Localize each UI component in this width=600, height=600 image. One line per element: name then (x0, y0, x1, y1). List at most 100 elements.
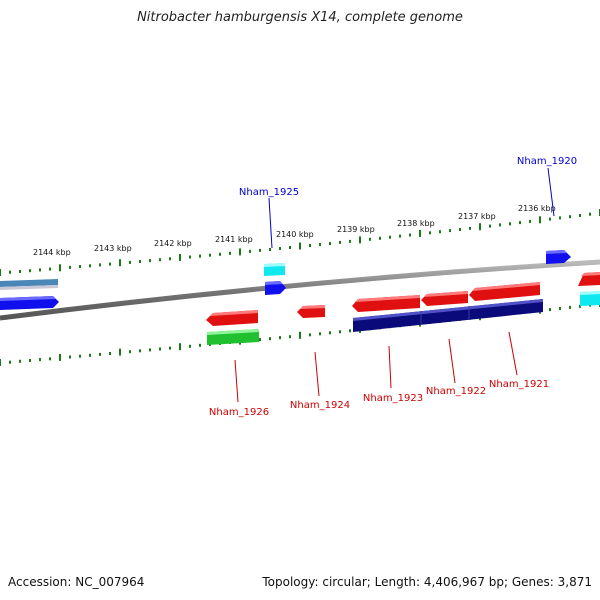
lower-minor-tick (309, 333, 311, 337)
lower-minor-tick (169, 346, 171, 350)
lower-minor-tick (559, 307, 561, 310)
upper-minor-tick (569, 215, 571, 219)
lower-major-tick (179, 343, 181, 351)
gene-label-nham-1923[interactable]: Nham_1923 (363, 393, 423, 404)
gene-nham-1926-arrow[interactable] (206, 310, 258, 326)
upper-minor-tick (469, 226, 471, 230)
upper-minor-tick (209, 253, 211, 257)
leader-nham-1926 (234, 359, 239, 403)
lower-minor-tick (199, 343, 201, 347)
upper-major-tick (539, 216, 541, 224)
upper-major-tick (179, 253, 181, 261)
tick-label-2136: 2136 kbp (518, 204, 556, 213)
upper-minor-tick (269, 248, 271, 251)
upper-major-tick (299, 242, 301, 250)
gene-label-nham-1921[interactable]: Nham_1921 (489, 379, 549, 390)
upper-minor-tick (39, 268, 41, 272)
leader-nham-1921 (508, 331, 518, 376)
leader-nham-1925 (268, 197, 273, 249)
lower-minor-tick (569, 305, 571, 309)
gene-label-nham-1925[interactable]: Nham_1925 (239, 187, 299, 198)
gene-label-nham-1922[interactable]: Nham_1922 (426, 386, 486, 397)
upper-minor-tick (379, 236, 381, 240)
upper-major-tick (419, 229, 421, 237)
lower-minor-tick (269, 337, 271, 341)
tick-label-2143: 2143 kbp (94, 244, 132, 253)
lower-minor-tick (39, 358, 41, 362)
upper-minor-tick (19, 270, 21, 273)
tick-label-2138: 2138 kbp (397, 219, 435, 228)
lower-minor-tick (279, 336, 281, 340)
upper-minor-tick (69, 265, 71, 269)
upper-minor-tick (439, 230, 441, 234)
lower-major-tick (0, 359, 1, 366)
leader-nham-1924 (314, 351, 320, 397)
lower-minor-tick (289, 335, 291, 339)
upper-minor-tick (139, 260, 141, 263)
leader-nham-1920 (547, 167, 555, 217)
upper-minor-tick (279, 247, 281, 250)
lower-minor-tick (79, 354, 81, 358)
gene-labels: Nham_1920 Nham_1921 Nham_1922 Nham_1923 … (209, 156, 577, 418)
lower-minor-tick (319, 332, 321, 336)
gene-nham-1923-arrow[interactable] (352, 295, 420, 312)
upper-minor-tick (199, 254, 201, 258)
tick-label-2139: 2139 kbp (337, 225, 375, 234)
upper-minor-tick (339, 240, 341, 244)
upper-minor-tick (549, 217, 551, 221)
lower-minor-tick (349, 329, 351, 333)
genome-backbone (0, 259, 600, 321)
accession-label: Accession: NC_007964 (8, 575, 145, 589)
upper-minor-tick (29, 269, 31, 273)
upper-minor-tick (389, 235, 391, 239)
feature-green-1926 (207, 329, 259, 345)
upper-minor-tick (229, 251, 231, 255)
lower-minor-tick (49, 357, 51, 361)
upper-minor-tick (559, 216, 561, 220)
upper-minor-tick (349, 239, 351, 243)
gene-label-nham-1920[interactable]: Nham_1920 (517, 156, 577, 167)
lower-major-tick (59, 353, 61, 361)
map-title: Nitrobacter hamburgensis X14, complete g… (137, 10, 463, 25)
gene-label-nham-1926[interactable]: Nham_1926 (209, 407, 269, 418)
upper-minor-tick (149, 259, 151, 263)
upper-minor-tick (369, 237, 371, 241)
upper-minor-tick (409, 233, 411, 237)
upper-minor-tick (449, 229, 451, 233)
gene-nham-1920-arrow[interactable] (546, 250, 571, 264)
upper-minor-tick (99, 263, 101, 267)
lower-major-tick (119, 348, 121, 356)
lower-minor-tick (159, 347, 161, 351)
upper-major-tick (239, 248, 241, 256)
upper-minor-tick (49, 267, 51, 271)
upper-minor-tick (289, 246, 291, 249)
leader-nham-1923 (388, 345, 392, 389)
upper-major-tick (59, 264, 61, 272)
gene-nham-1925-arrow[interactable] (265, 281, 286, 295)
tick-label-2137: 2137 kbp (458, 212, 496, 221)
gene-nham-1921-arrow[interactable] (469, 282, 540, 301)
upper-minor-tick (329, 242, 331, 245)
upper-minor-tick (509, 222, 511, 226)
lower-minor-tick (69, 355, 71, 359)
feature-red-right-edge (578, 272, 600, 286)
upper-minor-tick (9, 270, 11, 274)
gene-nham-1924-arrow[interactable] (297, 305, 325, 318)
upper-major-tick (119, 259, 121, 267)
upper-minor-tick (169, 257, 171, 261)
upper-minor-tick (319, 243, 321, 246)
label-leader-lines (234, 167, 555, 403)
upper-minor-tick (219, 252, 221, 256)
tick-label-2140: 2140 kbp (276, 230, 314, 239)
upper-minor-tick (189, 255, 191, 259)
lower-minor-tick (549, 308, 551, 312)
gene-nham-1922-arrow[interactable] (421, 291, 468, 306)
upper-minor-tick (489, 224, 491, 228)
upper-minor-tick (529, 219, 531, 223)
upper-minor-tick (589, 212, 591, 216)
lower-minor-tick (89, 353, 91, 357)
lower-minor-tick (139, 349, 141, 353)
lower-minor-tick (9, 360, 11, 364)
gene-label-nham-1924[interactable]: Nham_1924 (290, 400, 350, 411)
